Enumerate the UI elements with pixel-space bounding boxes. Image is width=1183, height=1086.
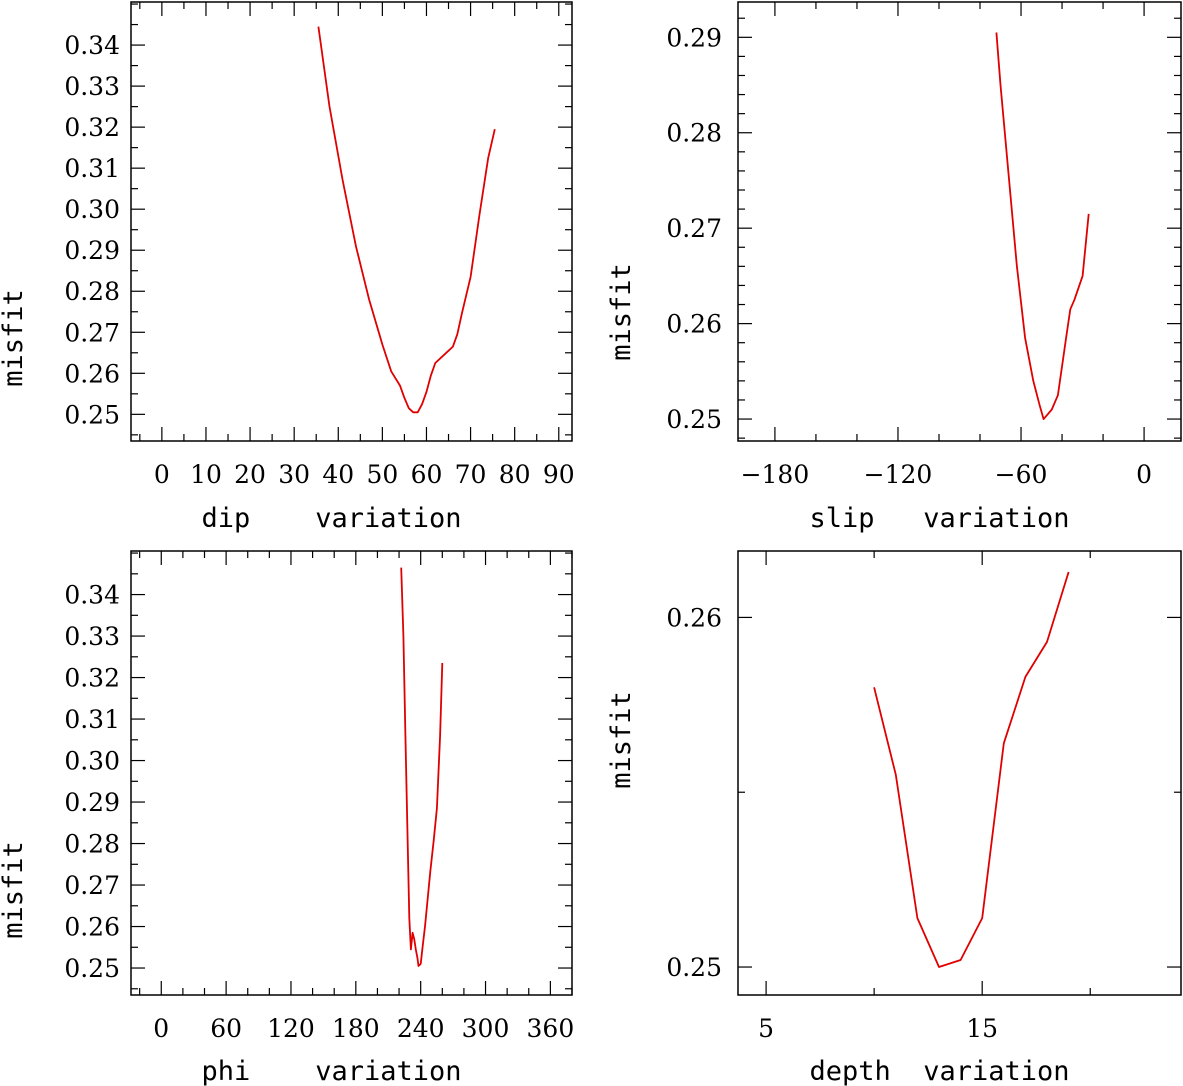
- y-tick-label: 0.31: [64, 705, 120, 734]
- misfit-series-line: [317, 26, 496, 414]
- x-tick-label: 15: [966, 1014, 998, 1043]
- plot-frame: [130, 1, 573, 442]
- x-tick-label: 300: [462, 1014, 510, 1043]
- x-tick-label: 180: [332, 1014, 380, 1043]
- x-tick-label: 60: [411, 460, 443, 489]
- y-tick-label: 0.25: [666, 953, 722, 982]
- x-tick-label: 0: [1136, 460, 1152, 489]
- y-tick-label: 0.25: [64, 400, 120, 429]
- misfit-series-line: [873, 571, 1070, 968]
- x-tick-label: 60: [210, 1014, 242, 1043]
- y-tick-label: 0.26: [666, 310, 722, 339]
- x-tick-label: 30: [278, 460, 310, 489]
- panel-slip: −180 −120 −60 0 0.25 0.26 0.27 0.28 0.29 slip var…: [606, 1, 1182, 534]
- plot-frame: [737, 550, 1182, 996]
- y-tick-label: 0.29: [64, 236, 120, 265]
- y-tick-label: 0.32: [64, 113, 120, 142]
- x-tick-label: 0: [153, 1014, 169, 1043]
- y-tick-label: 0.25: [64, 954, 120, 983]
- y-tick-label: 0.31: [64, 154, 120, 183]
- x-tick-label: −180: [741, 460, 810, 489]
- y-tick-label: 0.33: [64, 72, 120, 101]
- y-axis-title: misfit: [0, 841, 29, 939]
- y-axis-title: misfit: [0, 289, 29, 387]
- y-tick-label: 0.26: [64, 913, 120, 942]
- x-tick-label: 80: [499, 460, 531, 489]
- y-tick-label: 0.29: [666, 23, 722, 52]
- panel-dip: 0 10 20 30 40 50 60 70 80 90 0.25 0.26 0.27 0.28 0.29 0…: [0, 1, 575, 534]
- panel-phi: 0 60 120 180 240 300 360 0.25 0.26 0.27 0.28 0.29 0.…: [0, 550, 575, 1086]
- plot-frame: [737, 1, 1182, 442]
- x-tick-label: 120: [267, 1014, 315, 1043]
- x-axis-title: depth variation: [809, 1056, 1069, 1086]
- y-tick-label: 0.25: [666, 405, 722, 434]
- y-tick-label: 0.28: [64, 830, 120, 859]
- misfit-series-line: [400, 567, 444, 967]
- y-tick-label: 0.27: [666, 214, 722, 243]
- y-tick-label: 0.26: [666, 603, 722, 632]
- x-axis-title: slip variation: [809, 503, 1069, 534]
- x-tick-label: 20: [234, 460, 266, 489]
- x-tick-label: 70: [455, 460, 487, 489]
- x-axis-title: phi variation: [201, 1056, 461, 1086]
- x-tick-label: −60: [995, 460, 1048, 489]
- y-tick-label: 0.30: [64, 747, 120, 776]
- x-tick-label: 10: [190, 460, 222, 489]
- panel-depth: 5 15 0.25 0.26 depth variation misfit: [606, 550, 1182, 1086]
- y-tick-label: 0.29: [64, 788, 120, 817]
- plot-frame: [130, 550, 573, 996]
- y-tick-label: 0.30: [64, 195, 120, 224]
- y-tick-label: 0.28: [64, 277, 120, 306]
- y-tick-label: 0.28: [666, 119, 722, 148]
- y-tick-label: 0.26: [64, 359, 120, 388]
- x-tick-label: 50: [366, 460, 398, 489]
- y-tick-label: 0.34: [64, 31, 120, 60]
- x-tick-label: 240: [397, 1014, 445, 1043]
- y-tick-label: 0.32: [64, 664, 120, 693]
- x-tick-label: 40: [322, 460, 354, 489]
- y-tick-label: 0.34: [64, 581, 120, 610]
- x-tick-label: 90: [543, 460, 575, 489]
- y-tick-label: 0.27: [64, 318, 120, 347]
- x-tick-label: 0: [154, 460, 170, 489]
- y-tick-label: 0.33: [64, 622, 120, 651]
- x-tick-label: 5: [758, 1014, 774, 1043]
- y-axis-title: misfit: [606, 691, 637, 789]
- y-tick-label: 0.27: [64, 871, 120, 900]
- x-axis-title: dip variation: [201, 503, 461, 534]
- x-tick-label: 360: [527, 1014, 575, 1043]
- y-axis-title: misfit: [606, 263, 637, 361]
- x-tick-label: −120: [864, 460, 933, 489]
- misfit-series-line: [995, 32, 1090, 421]
